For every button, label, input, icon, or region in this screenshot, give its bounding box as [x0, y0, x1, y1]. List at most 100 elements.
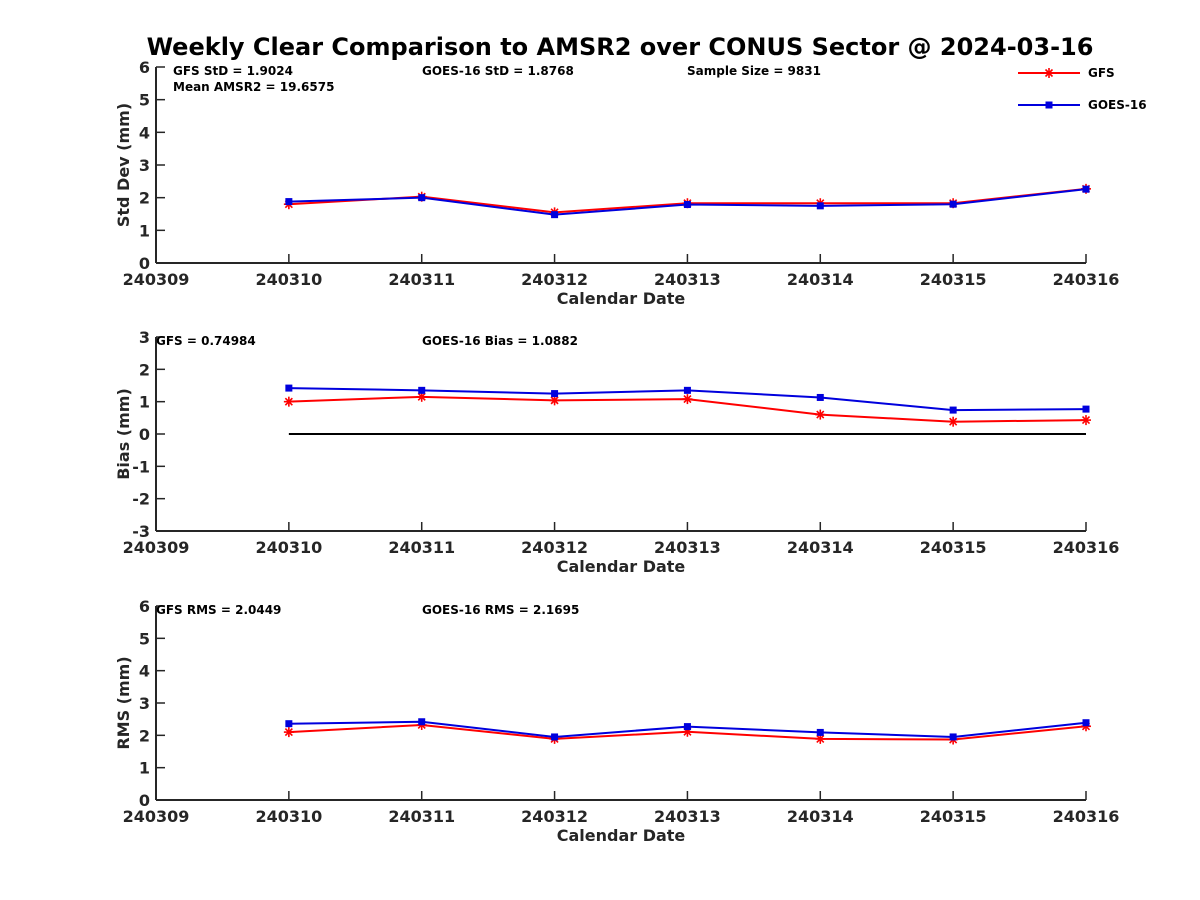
- x-tick-label: 240311: [388, 270, 455, 289]
- y-axis-label: RMS (mm): [114, 656, 133, 749]
- goes16-point: [1082, 405, 1090, 413]
- goes16-point: [551, 733, 559, 741]
- y-tick-label: 5: [139, 629, 150, 648]
- x-tick-label: 240316: [1053, 270, 1120, 289]
- x-tick-label: 240309: [123, 270, 190, 289]
- goes16-point: [683, 201, 691, 209]
- asterisk-stroke: [816, 410, 825, 419]
- asterisk-stroke: [816, 734, 825, 743]
- x-tick-label: 240316: [1053, 538, 1120, 557]
- y-tick-label: 2: [139, 189, 150, 208]
- y-tick-label: 3: [139, 156, 150, 175]
- y-tick-label: 1: [139, 221, 150, 240]
- goes16-point: [683, 723, 691, 731]
- y-tick-label: 3: [139, 328, 150, 347]
- goes16-point: [816, 202, 824, 210]
- asterisk-stroke: [683, 395, 692, 404]
- y-tick-label: 0: [139, 254, 150, 273]
- x-tick-label: 240311: [388, 538, 455, 557]
- legend-item-gfs: GFS: [1018, 66, 1115, 80]
- x-tick-label: 240309: [123, 538, 190, 557]
- x-tick-label: 240310: [255, 538, 322, 557]
- y-tick-label: 2: [139, 726, 150, 745]
- y-tick-label: -2: [132, 490, 150, 509]
- stat-annotation: Sample Size = 9831: [687, 64, 821, 78]
- gfs-point: [948, 416, 959, 427]
- goes16-point: [949, 733, 957, 741]
- y-axis-label: Std Dev (mm): [114, 103, 133, 227]
- y-tick-label: 6: [139, 597, 150, 616]
- x-tick-label: 240312: [521, 538, 588, 557]
- y-axis-label: Bias (mm): [114, 388, 133, 480]
- y-tick-label: -3: [132, 522, 150, 541]
- stat-annotation: GOES-16 RMS = 2.1695: [422, 603, 579, 617]
- x-tick-label: 240312: [521, 270, 588, 289]
- goes16-point: [285, 198, 293, 206]
- gfs-point: [682, 394, 693, 405]
- goes16-point: [683, 386, 691, 394]
- x-tick-label: 240314: [787, 270, 854, 289]
- y-tick-label: 3: [139, 694, 150, 713]
- x-tick-label: 240309: [123, 807, 190, 826]
- y-tick-label: 4: [139, 123, 150, 142]
- x-axis-label: Calendar Date: [557, 557, 686, 576]
- goes16-point: [285, 384, 293, 392]
- y-tick-label: 0: [139, 425, 150, 444]
- x-tick-label: 240310: [255, 807, 322, 826]
- x-axis-label: Calendar Date: [557, 826, 686, 845]
- stat-annotation: GFS RMS = 2.0449: [156, 603, 281, 617]
- x-tick-label: 240315: [920, 270, 987, 289]
- asterisk-stroke: [1081, 416, 1091, 425]
- x-tick-label: 240311: [388, 807, 455, 826]
- gfs-point: [283, 727, 294, 738]
- goes16-point: [551, 211, 559, 219]
- y-tick-label: 1: [139, 393, 150, 412]
- gfs-point: [815, 409, 826, 420]
- legend-marker-stroke: [1044, 68, 1054, 78]
- stat-annotation: GOES-16 StD = 1.8768: [422, 64, 574, 78]
- stat-annotation: GFS = 0.74984: [156, 334, 256, 348]
- x-tick-label: 240313: [654, 538, 721, 557]
- y-tick-label: 1: [139, 759, 150, 778]
- goes16-point: [418, 718, 426, 726]
- y-tick-label: 0: [139, 791, 150, 810]
- panels: 240309 240310 240311 240312 240313 240314 2403…: [114, 58, 1119, 845]
- x-tick-label: 240314: [787, 538, 854, 557]
- legend: GFS GOES-16: [1018, 66, 1147, 112]
- x-tick-label: 240313: [654, 807, 721, 826]
- goes16-point: [418, 386, 426, 394]
- asterisk-stroke: [550, 396, 559, 405]
- stat-annotation: Mean AMSR2 = 19.6575: [173, 80, 334, 94]
- y-tick-label: 4: [139, 662, 150, 681]
- goes16-point: [949, 406, 957, 414]
- stat-annotation: GFS StD = 1.9024: [173, 64, 293, 78]
- y-tick-label: 2: [139, 360, 150, 379]
- goes16-point: [418, 194, 426, 202]
- x-tick-label: 240316: [1053, 807, 1120, 826]
- asterisk-stroke: [949, 417, 958, 426]
- goes16-point: [1082, 185, 1090, 193]
- x-tick-label: 240312: [521, 807, 588, 826]
- gfs-point: [1081, 415, 1091, 426]
- legend-label: GOES-16: [1088, 98, 1147, 112]
- asterisk-stroke: [284, 728, 293, 737]
- goes16-point: [551, 390, 559, 398]
- asterisk-stroke: [417, 392, 426, 401]
- panel-bias: 240309 240310 240311 240312 240313 240314 2403…: [114, 328, 1119, 576]
- legend-item-goes16: GOES-16: [1018, 98, 1147, 112]
- x-tick-label: 240315: [920, 538, 987, 557]
- goes16-point: [285, 720, 293, 728]
- y-tick-label: 5: [139, 91, 150, 110]
- x-tick-label: 240310: [255, 270, 322, 289]
- chart-title: Weekly Clear Comparison to AMSR2 over CO…: [147, 33, 1094, 61]
- gfs-point: [283, 396, 294, 407]
- x-tick-label: 240315: [920, 807, 987, 826]
- x-tick-label: 240313: [654, 270, 721, 289]
- panel-stddev: 240309 240310 240311 240312 240313 240314 2403…: [114, 58, 1119, 308]
- legend-label: GFS: [1088, 66, 1115, 80]
- y-tick-label: 6: [139, 58, 150, 77]
- x-tick-label: 240314: [787, 807, 854, 826]
- y-tick-label: -1: [132, 457, 150, 476]
- goes16-point: [816, 728, 824, 736]
